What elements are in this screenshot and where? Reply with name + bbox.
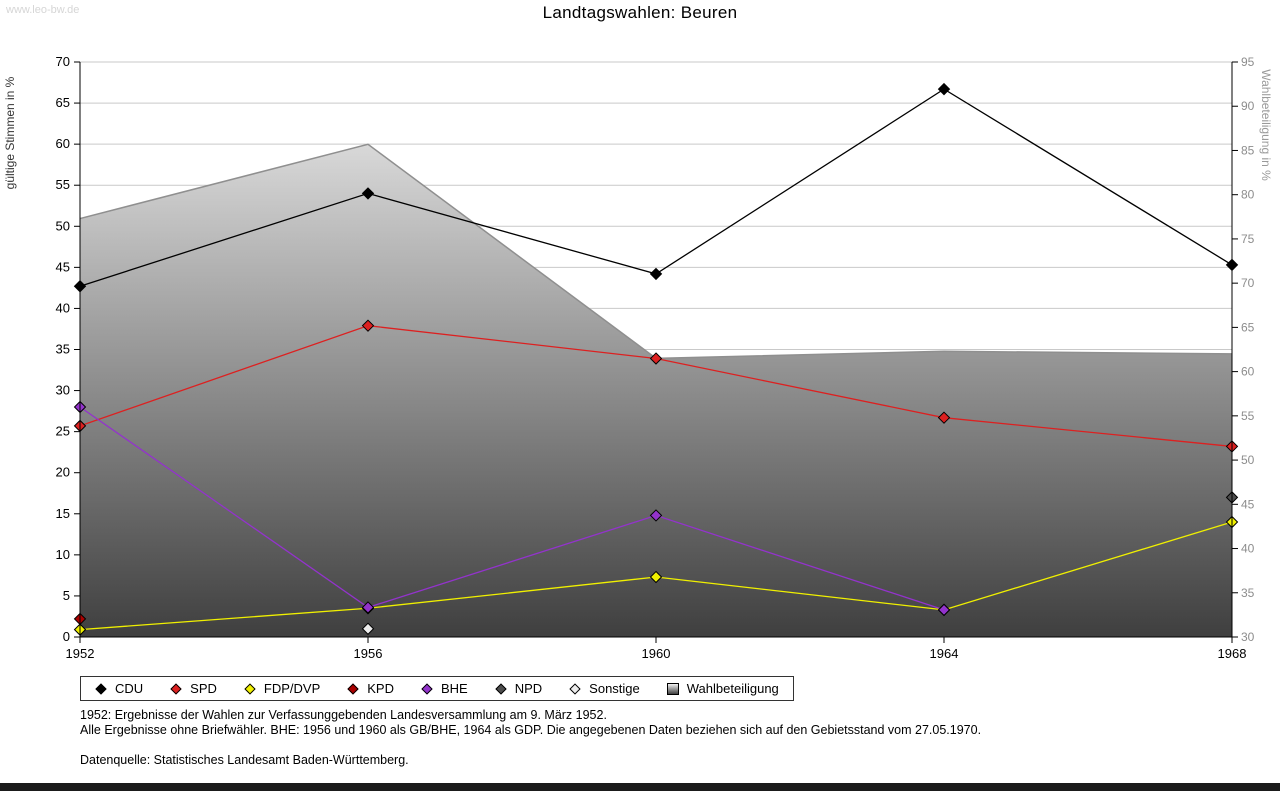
svg-text:35: 35 (56, 342, 70, 357)
series-diamond-icon (421, 682, 433, 695)
svg-text:65: 65 (1241, 320, 1255, 334)
data-point-cdu (361, 187, 375, 200)
right-axis-label: Wahlbeteiligung in % (1259, 69, 1273, 181)
svg-text:30: 30 (56, 383, 70, 398)
svg-text:1964: 1964 (930, 646, 959, 661)
svg-text:60: 60 (56, 136, 70, 151)
legend-item-fdp-dvp: FDP/DVP (244, 681, 320, 696)
page-title: Landtagswahlen: Beuren (542, 3, 738, 22)
data-point-spd (937, 411, 951, 424)
footnotes: 1952: Ergebnisse der Wahlen zur Verfassu… (80, 708, 981, 767)
footnote-line: Alle Ergebnisse ohne Briefwähler. BHE: 1… (80, 722, 982, 737)
legend-label: CDU (115, 681, 144, 696)
participation-area (79, 143, 1233, 637)
svg-text:40: 40 (1241, 542, 1255, 556)
legend-label: SPD (190, 681, 217, 696)
svg-text:1960: 1960 (642, 646, 671, 661)
legend-item-cdu: CDU (95, 681, 143, 696)
svg-text:80: 80 (1241, 188, 1255, 202)
svg-text:1952: 1952 (66, 646, 95, 661)
series-diamond-icon (495, 682, 507, 695)
svg-text:1956: 1956 (354, 646, 383, 661)
svg-text:50: 50 (56, 218, 70, 233)
series-diamond-icon (95, 682, 107, 695)
svg-text:55: 55 (1241, 409, 1255, 423)
legend-item-sonstige: Sonstige (569, 681, 640, 696)
data-point-sonstige (361, 622, 375, 635)
svg-text:15: 15 (56, 506, 70, 521)
legend-item-kpd: KPD (347, 681, 394, 696)
watermark: www.leo-bw.de (6, 4, 80, 16)
legend-item-bhe: BHE (421, 681, 468, 696)
svg-text:50: 50 (1241, 453, 1255, 467)
data-point-cdu (937, 82, 951, 96)
legend-label: NPD (514, 681, 543, 696)
legend-item-wahlbeteiligung: Wahlbeteiligung (666, 681, 779, 696)
svg-text:90: 90 (1241, 99, 1255, 113)
left-axis-label: gültige Stimmen in % (3, 76, 17, 189)
data-point-bhe (937, 603, 951, 617)
data-point-cdu (649, 267, 663, 281)
svg-text:75: 75 (1241, 232, 1255, 246)
svg-text:5: 5 (63, 588, 70, 603)
svg-text:85: 85 (1241, 143, 1255, 157)
legend-label: Sonstige (589, 681, 640, 696)
svg-text:30: 30 (1241, 630, 1255, 644)
svg-text:45: 45 (1241, 497, 1255, 511)
svg-text:25: 25 (56, 424, 70, 439)
series-diamond-icon (170, 682, 182, 695)
legend-label: FDP/DVP (263, 681, 321, 696)
series-diamond-icon (347, 682, 359, 695)
series-diamond-icon (569, 682, 581, 695)
svg-text:45: 45 (56, 259, 70, 274)
legend-label: Wahlbeteiligung (686, 681, 779, 696)
legend-item-npd: NPD (495, 681, 542, 696)
data-point-bhe (649, 509, 663, 522)
svg-text:55: 55 (56, 177, 70, 192)
axes: 0 5 10 15 20 25 30 35 40 45 50 55 60 65 70 30 35 40 45 50 55… (56, 54, 1255, 661)
svg-text:70: 70 (1241, 276, 1255, 290)
svg-text:35: 35 (1241, 586, 1255, 600)
svg-text:0: 0 (63, 629, 70, 644)
data-point-bhe (361, 601, 375, 614)
participation-swatch-icon (666, 682, 679, 695)
election-line-chart: 0 5 10 15 20 25 30 35 40 45 50 55 60 65 70 30 35 40 45 50 55… (3, 54, 1273, 661)
svg-text:60: 60 (1241, 365, 1255, 379)
legend-item-spd: SPD (170, 681, 217, 696)
series-diamond-icon (244, 682, 256, 695)
svg-text:95: 95 (1241, 55, 1255, 69)
footnote-source: Datenquelle: Statistisches Landesamt Bad… (80, 752, 409, 767)
legend: CDU SPD FDP/DVP KPD BHE NPD Sonstige Wahlbeteil… (80, 676, 794, 701)
legend-label: BHE (440, 681, 468, 696)
svg-text:20: 20 (56, 465, 70, 480)
svg-text:40: 40 (56, 300, 70, 315)
legend-label: KPD (367, 681, 394, 696)
svg-text:70: 70 (56, 54, 70, 69)
footnote-line: 1952: Ergebnisse der Wahlen zur Verfassu… (80, 708, 607, 722)
data-point-spd (361, 319, 375, 332)
data-point-fdp-dvp (649, 570, 663, 584)
svg-text:10: 10 (56, 547, 70, 562)
data-point-spd (649, 352, 663, 365)
bottom-window-edge (0, 783, 1280, 791)
svg-text:1968: 1968 (1218, 646, 1247, 661)
svg-text:65: 65 (56, 95, 70, 110)
